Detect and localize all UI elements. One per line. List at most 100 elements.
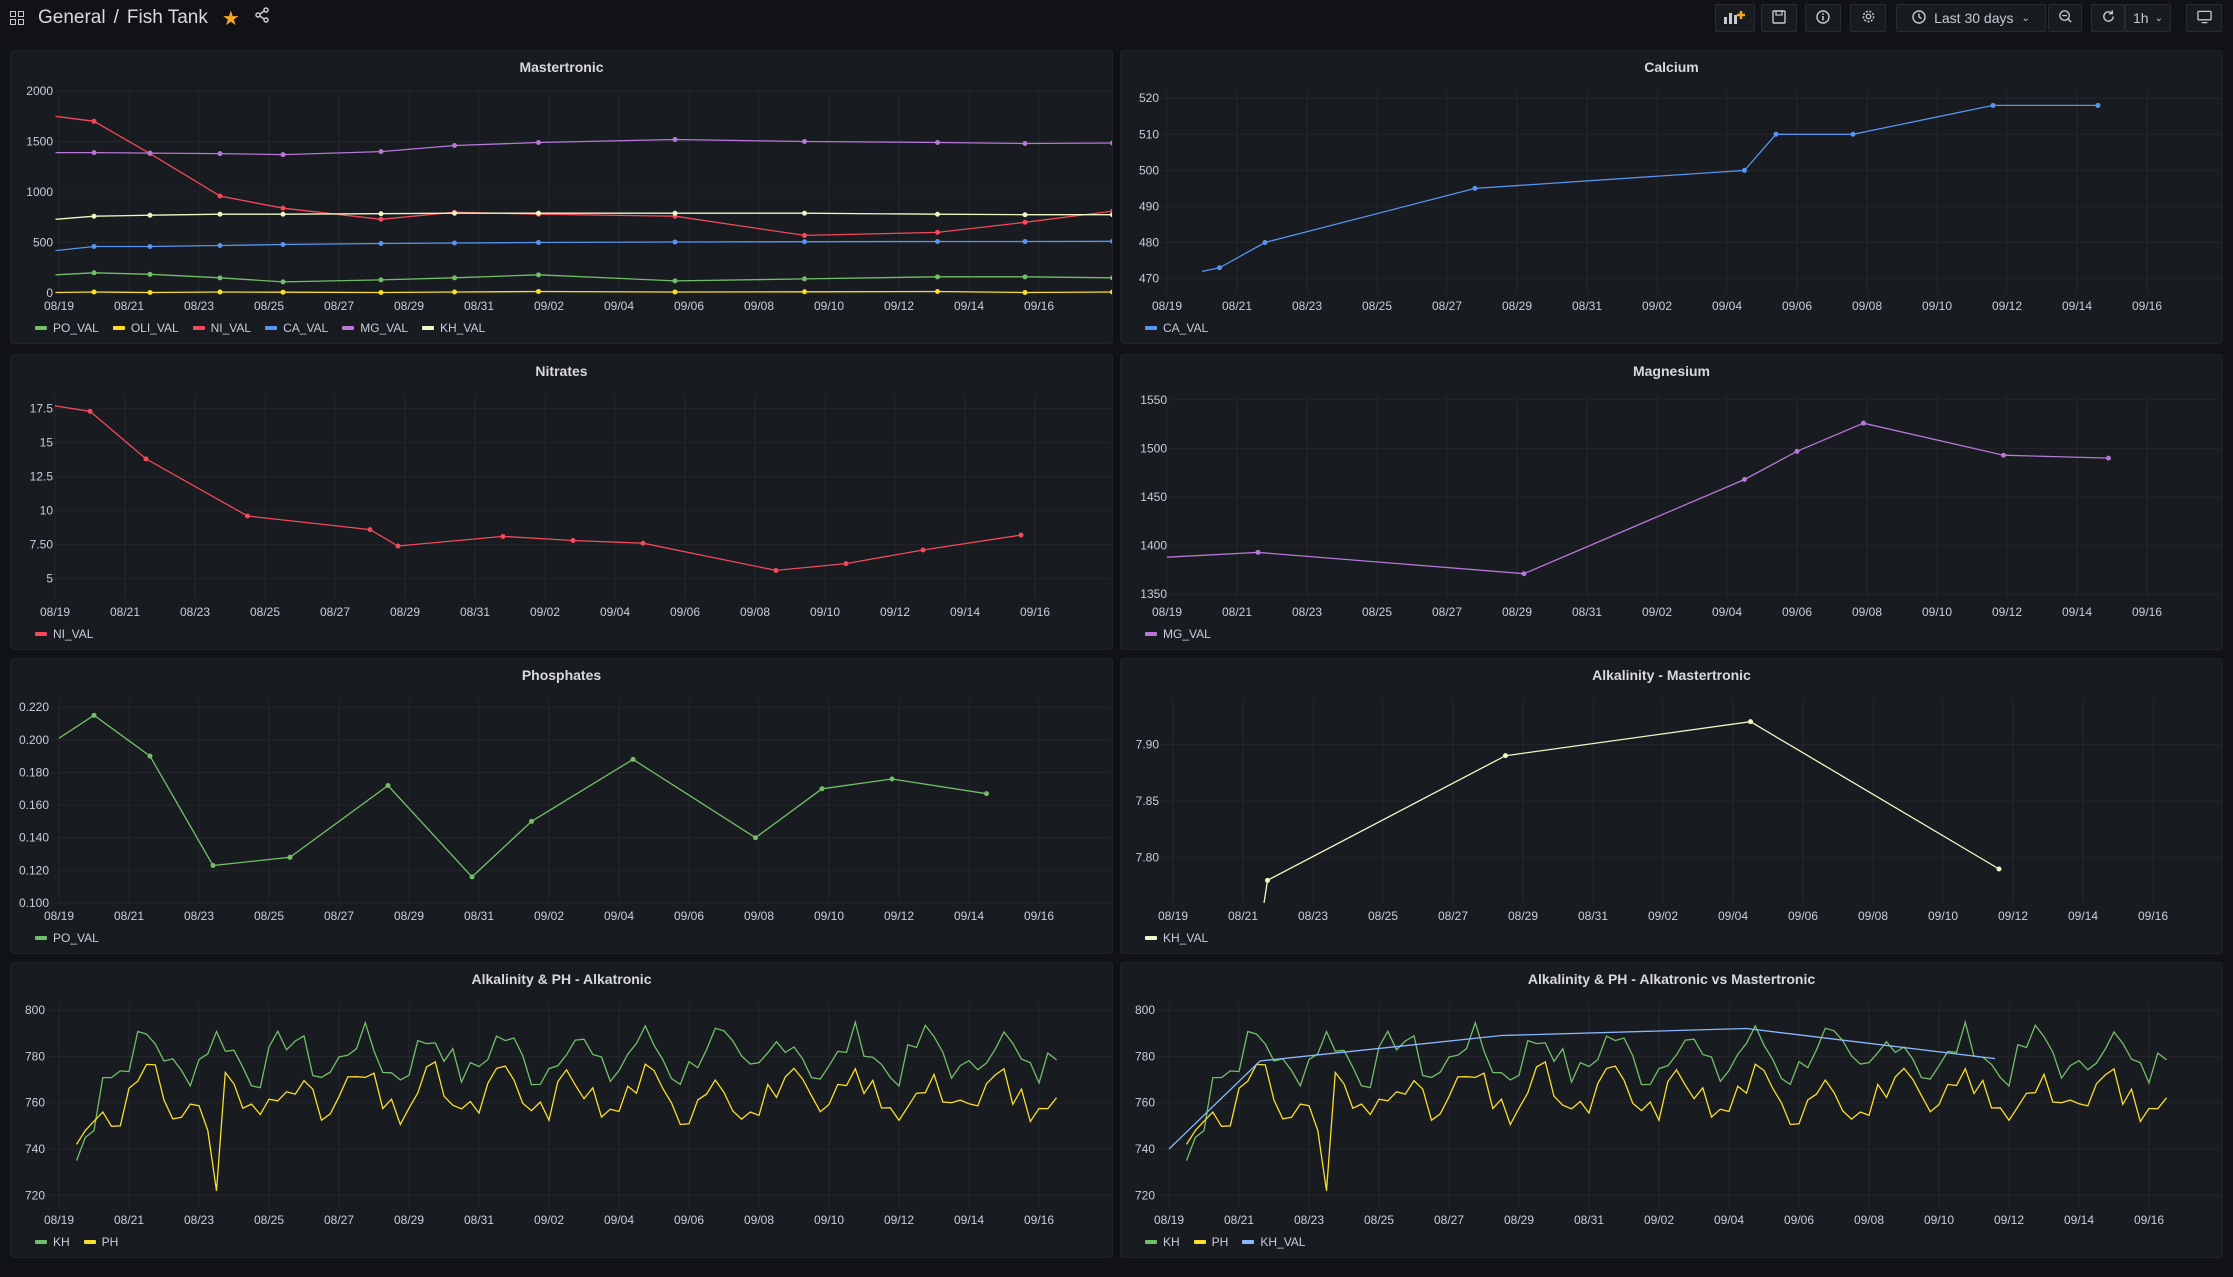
data-point bbox=[147, 212, 153, 218]
panel-magnesium[interactable]: Magnesium 08/19 08/21 08/23 08/25 08/27 08/29… bbox=[1120, 354, 2223, 650]
series-line-ph bbox=[1185, 1060, 2168, 1191]
x-tick-label: 09/14 bbox=[2062, 605, 2092, 619]
data-point bbox=[1018, 532, 1024, 538]
legend-item[interactable]: KH_VAL bbox=[422, 321, 485, 335]
data-point bbox=[280, 211, 286, 217]
legend-label: KH_VAL bbox=[1163, 931, 1209, 945]
panel-title[interactable]: Alkalinity & PH - Alkatronic bbox=[471, 971, 652, 987]
legend-item[interactable]: MG_VAL bbox=[342, 321, 408, 335]
x-tick-label: 08/31 bbox=[464, 299, 494, 313]
data-point bbox=[1110, 208, 1112, 214]
series-line-ph bbox=[75, 1060, 1058, 1191]
x-tick-label: 09/12 bbox=[1994, 1213, 2024, 1227]
legend-item[interactable]: PH bbox=[1193, 1235, 1228, 1249]
panel-title[interactable]: Mastertronic bbox=[519, 59, 604, 75]
legend-swatch bbox=[83, 1240, 96, 1244]
apps-icon[interactable] bbox=[10, 11, 24, 25]
legend-item[interactable]: PH bbox=[83, 1235, 118, 1249]
y-tick-label: 500 bbox=[1139, 163, 1159, 177]
legend-item[interactable]: PO_VAL bbox=[35, 321, 99, 335]
y-tick-label: 720 bbox=[1135, 1188, 1155, 1202]
x-tick-label: 09/16 bbox=[1024, 1213, 1054, 1227]
data-point bbox=[1110, 275, 1112, 281]
y-tick-label: 0.180 bbox=[19, 765, 49, 779]
star-icon[interactable]: ★ bbox=[221, 7, 240, 30]
info-icon bbox=[1816, 9, 1830, 27]
data-point bbox=[802, 232, 807, 238]
y-tick-label: 1400 bbox=[1140, 539, 1167, 553]
dashboard-info-button[interactable] bbox=[1805, 4, 1841, 32]
save-dashboard-button[interactable] bbox=[1761, 4, 1797, 32]
refresh-button[interactable] bbox=[2091, 4, 2125, 32]
x-tick-label: 09/16 bbox=[1020, 605, 1050, 619]
panel-alkalinity-mastertronic[interactable]: Alkalinity - Mastertronic 08/19 08/21 08/2… bbox=[1120, 658, 2223, 954]
share-icon[interactable] bbox=[254, 7, 270, 29]
folder-link[interactable]: General bbox=[38, 7, 106, 28]
x-tick-label: 08/23 bbox=[180, 605, 210, 619]
series-line-mg-val bbox=[1166, 422, 2109, 575]
legend-item[interactable]: KH_VAL bbox=[1145, 931, 1208, 945]
data-point bbox=[452, 210, 457, 216]
zoom-out-button[interactable] bbox=[2048, 4, 2082, 32]
dashboard-title[interactable]: Fish Tank bbox=[126, 7, 208, 28]
panel-title[interactable]: Nitrates bbox=[535, 363, 588, 379]
x-tick-label: 08/29 bbox=[1508, 909, 1538, 923]
panel-alkalinity-ph-vs-mastertronic[interactable]: Alkalinity & PH - Alkatronic vs Mastertr… bbox=[1120, 962, 2223, 1258]
refresh-interval-picker[interactable]: 1h ⌄ bbox=[2125, 4, 2171, 32]
legend-item[interactable]: MG_VAL bbox=[1145, 627, 1211, 641]
data-point bbox=[672, 239, 678, 245]
x-tick-label: 09/16 bbox=[2134, 1213, 2164, 1227]
chart-alkalinity-mastertronic: 08/19 08/21 08/23 08/25 08/27 08/29 08/31 09/02… bbox=[1136, 699, 2221, 923]
legend-item[interactable]: KH bbox=[1145, 1235, 1180, 1249]
legend-item[interactable]: OLI_VAL bbox=[112, 321, 179, 335]
panel-title[interactable]: Calcium bbox=[1644, 59, 1699, 75]
time-range-picker[interactable]: Last 30 days ⌄ bbox=[1896, 4, 2046, 32]
panel-title[interactable]: Phosphates bbox=[521, 667, 602, 683]
x-tick-label: 08/31 bbox=[1572, 299, 1602, 313]
data-point bbox=[217, 275, 223, 281]
legend-swatch bbox=[1145, 936, 1157, 940]
x-tick-label: 09/06 bbox=[1782, 299, 1812, 313]
x-tick-label: 08/29 bbox=[394, 1213, 424, 1227]
x-tick-label: 08/25 bbox=[254, 299, 284, 313]
x-tick-label: 09/04 bbox=[604, 299, 634, 313]
legend-item[interactable]: PO_VAL bbox=[35, 931, 99, 945]
panel-title[interactable]: Magnesium bbox=[1632, 363, 1710, 379]
x-tick-label: 09/04 bbox=[604, 1213, 634, 1227]
panel-alkalinity-ph-alkatronic[interactable]: Alkalinity & PH - Alkatronic 08/19 08/21 0… bbox=[10, 962, 1113, 1258]
legend-label: KH_VAL bbox=[440, 321, 486, 335]
tv-mode-button[interactable] bbox=[2186, 4, 2222, 32]
data-point bbox=[920, 547, 926, 553]
add-panel-button[interactable] bbox=[1715, 4, 1755, 32]
panel-phosphates[interactable]: Phosphates 08/19 08/21 08/23 08/25 08/27 08/2… bbox=[10, 658, 1113, 954]
legend-item[interactable]: CA_VAL bbox=[265, 321, 328, 335]
legend-item[interactable]: NI_VAL bbox=[192, 321, 251, 335]
series-line-kh-val bbox=[1263, 721, 2000, 904]
data-point bbox=[378, 216, 384, 222]
data-point bbox=[1110, 212, 1112, 218]
data-point bbox=[500, 533, 506, 539]
chart-calcium: 08/19 08/21 08/23 08/25 08/27 08/29 08/31 09/02… bbox=[1139, 91, 2221, 313]
data-point bbox=[147, 244, 153, 250]
legend-swatch bbox=[1193, 1240, 1206, 1244]
panel-nitrates[interactable]: Nitrates 08/19 08/21 08/23 08/25 08/27 08/29 0… bbox=[10, 354, 1113, 650]
chevron-down-icon: ⌄ bbox=[2021, 12, 2030, 24]
data-point bbox=[1022, 141, 1028, 147]
legend-label: OLI_VAL bbox=[130, 321, 179, 335]
x-tick-label: 09/08 bbox=[744, 1213, 774, 1227]
dashboard-settings-button[interactable] bbox=[1850, 4, 1886, 32]
chart-phosphates: 08/19 08/21 08/23 08/25 08/27 08/29 08/31 09/02… bbox=[19, 699, 1111, 923]
legend-item[interactable]: KH bbox=[35, 1235, 70, 1249]
data-point bbox=[1861, 420, 1866, 426]
data-point bbox=[935, 211, 940, 217]
legend-label: PO_VAL bbox=[53, 321, 99, 335]
legend-item[interactable]: CA_VAL bbox=[1145, 321, 1208, 335]
legend-item[interactable]: KH_VAL bbox=[1242, 1235, 1305, 1249]
panel-mastertronic[interactable]: Mastertronic 08/19 08/21 08/23 08/25 08/27 08… bbox=[10, 50, 1113, 344]
panel-title[interactable]: Alkalinity & PH - Alkatronic vs Mastertr… bbox=[1527, 971, 1816, 987]
legend-item[interactable]: NI_VAL bbox=[35, 627, 93, 641]
panel-calcium[interactable]: Calcium 08/19 08/21 08/23 08/25 08/27 08/29 08… bbox=[1120, 50, 2223, 344]
x-tick-label: 08/29 bbox=[390, 605, 420, 619]
panel-title[interactable]: Alkalinity - Mastertronic bbox=[1592, 667, 1751, 683]
x-tick-label: 08/29 bbox=[1502, 299, 1532, 313]
